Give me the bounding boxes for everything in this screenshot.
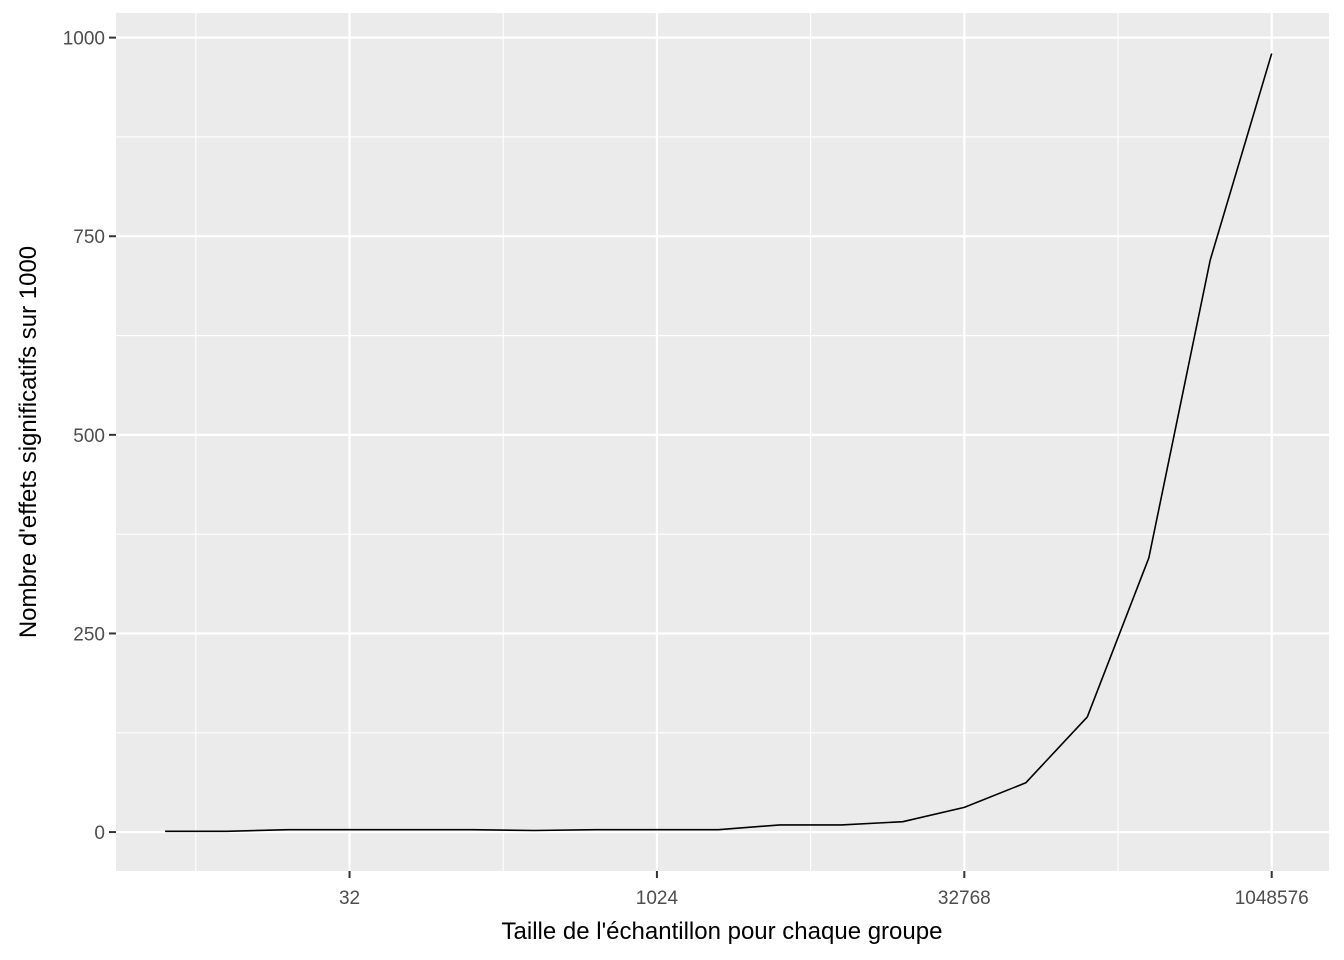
y-tick-label: 500	[73, 426, 105, 447]
series-line	[165, 53, 1273, 833]
y-tick-label: 250	[73, 624, 105, 645]
x-axis: 32 1024 32768 1048576	[339, 871, 1309, 909]
y-axis: 0 250 500 750 1000	[63, 29, 116, 844]
y-axis-title: Nombre d'effets significatifs sur 1000	[15, 246, 42, 638]
y-tick-label: 0	[94, 823, 105, 844]
major-gridlines	[116, 13, 1329, 871]
x-tick-label: 32768	[938, 888, 991, 909]
x-tick-label: 1048576	[1235, 888, 1309, 909]
x-axis-title: Taille de l'échantillon pour chaque grou…	[502, 918, 943, 945]
y-tick-label: 1000	[63, 29, 105, 50]
series-layer	[165, 53, 1273, 833]
x-tick-label: 1024	[636, 888, 679, 909]
plot-panel	[116, 13, 1329, 871]
x-tick-label: 32	[339, 888, 360, 909]
minor-gridlines	[116, 13, 1329, 871]
y-tick-label: 750	[73, 227, 105, 248]
